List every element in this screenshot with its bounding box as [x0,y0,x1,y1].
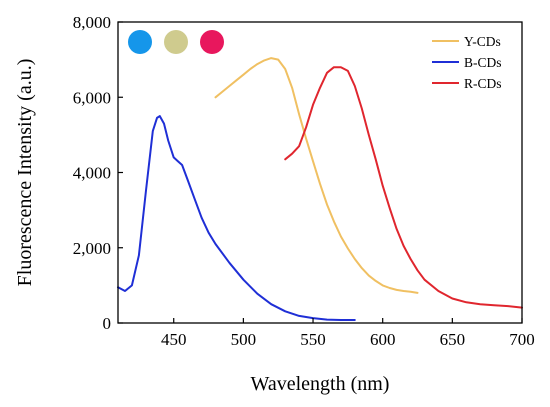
series-line-r-cds [284,66,523,309]
series-line-b-cds [117,115,356,321]
y-tick-label: 2,000 [73,239,111,258]
x-tick-label: 650 [440,330,466,349]
legend-label-y-cds: Y-CDs [464,34,501,49]
y-tick-label: 8,000 [73,13,111,32]
legend-label-r-cds: R-CDs [464,76,502,91]
series-layer [117,57,523,321]
x-tick-label: 450 [161,330,187,349]
y-axis-title: Fluorescence Intensity (a.u.) [14,59,36,287]
plot-frame [117,21,523,324]
sample-dots [128,30,224,54]
y-tick-label: 4,000 [73,164,111,183]
x-tick-label: 600 [370,330,396,349]
y-tick-label: 6,000 [73,88,111,107]
x-tick-label: 500 [231,330,257,349]
legend: Y-CDs B-CDs R-CDs [432,34,502,91]
blue-dot [128,30,152,54]
x-tick-label: 550 [300,330,326,349]
x-axis-title: Wavelength (nm) [251,373,390,395]
ticks-layer: 450 500 550 600 650 700 0 2,000 4,000 6,000 8,000 [73,13,535,349]
legend-label-b-cds: B-CDs [464,55,502,70]
y-tick-label: 0 [103,314,112,333]
red-dot [200,30,224,54]
series-line-y-cds [214,57,419,294]
x-tick-label: 700 [509,330,535,349]
yellow-dot [164,30,188,54]
